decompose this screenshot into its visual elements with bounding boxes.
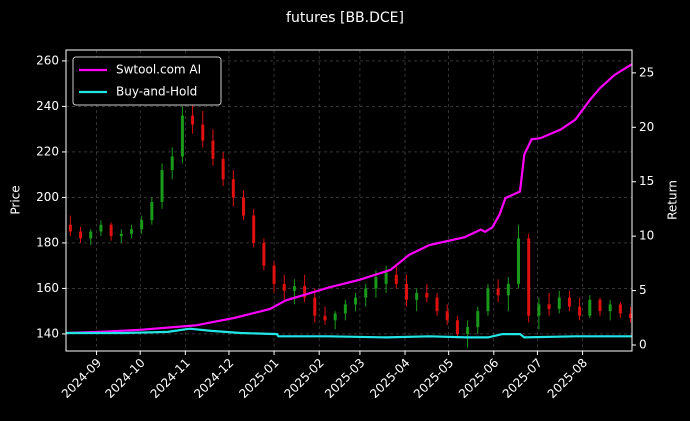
y-tick-label: 140 (36, 326, 59, 340)
candle-body (272, 265, 276, 284)
candle-body (394, 274, 398, 284)
x-tick-label: 2025-06 (456, 356, 501, 401)
return-line (66, 327, 632, 339)
candle-body (99, 224, 103, 232)
candle-body (557, 297, 561, 309)
candle-body (404, 283, 408, 300)
legend: Swtool.com AI Buy-and-Hold (72, 56, 222, 106)
candle-body (588, 299, 592, 316)
candle-body (547, 304, 551, 309)
candle-body (180, 115, 184, 157)
candle-body (578, 306, 582, 316)
return-line (65, 63, 633, 335)
candle-body (629, 313, 633, 319)
x-tick-label: 2025-03 (322, 356, 367, 401)
candle-body (343, 304, 347, 314)
x-tick-label: 2025-01 (236, 356, 281, 401)
plot-frame (65, 49, 633, 352)
y-tick-label: 260 (36, 53, 59, 67)
candle-body (445, 311, 449, 321)
x-tick-label: 2025-08 (545, 356, 590, 401)
candle-body (313, 297, 317, 316)
y-tick-label: 180 (36, 235, 59, 249)
y2-tick-label: 10 (639, 229, 654, 243)
candle-body (415, 292, 419, 300)
x-tick-label: 2025-02 (281, 356, 326, 401)
candle-body (191, 115, 195, 125)
x-tick-label: 2025-04 (367, 356, 412, 401)
candle-body (435, 297, 439, 312)
candle-body (262, 242, 266, 266)
x-tick-label: 2024-09 (59, 356, 104, 401)
x-tick-label: 2024-11 (148, 356, 193, 401)
legend-label: Swtool.com AI (116, 63, 201, 77)
legend-label: Buy-and-Hold (116, 85, 197, 99)
candle-body (231, 179, 235, 198)
candle-body (384, 272, 388, 284)
y-tick-label: 220 (36, 144, 59, 158)
candle-body (140, 220, 144, 230)
candle-body (333, 313, 337, 321)
x-tick-label: 2025-05 (411, 356, 456, 401)
candle-body (323, 315, 327, 321)
candle-body (598, 299, 602, 312)
candle-body (242, 197, 246, 216)
candle-body (119, 233, 123, 237)
candle-body (303, 286, 307, 298)
candle-body (455, 320, 459, 334)
candle-body (517, 238, 521, 284)
candle-body (466, 327, 470, 334)
candle-body (486, 288, 490, 312)
candle-body (354, 297, 358, 305)
y-tick-label: 240 (36, 99, 59, 113)
candle-body (364, 288, 368, 298)
y2-tick-label: 0 (639, 338, 647, 352)
x-tick-label: 2025-07 (500, 356, 545, 401)
y2-tick-label: 15 (639, 174, 654, 188)
candle-body (506, 283, 510, 296)
candle-body (221, 158, 225, 180)
candle-body (496, 288, 500, 296)
candle-body (109, 224, 113, 237)
candle-body (567, 297, 571, 307)
y2-axis-label: Return (666, 180, 680, 220)
y-tick-label: 200 (36, 190, 59, 204)
candle-body (68, 224, 72, 232)
y-axis-label: Price (9, 185, 23, 214)
candle-body (292, 286, 296, 291)
candle-body (282, 283, 286, 291)
x-tick-label: 2024-10 (102, 356, 147, 401)
candle-body (89, 231, 93, 239)
candle-body (374, 277, 378, 289)
candle-body (211, 140, 215, 159)
legend-box (72, 56, 222, 106)
candle-body (252, 215, 256, 243)
candle-body (129, 229, 133, 234)
y2-tick-label: 20 (639, 120, 654, 134)
candle-body (527, 238, 531, 316)
chart-title: futures [BB.DCE] (286, 10, 404, 26)
y2-tick-label: 25 (639, 65, 654, 79)
candle-body (476, 311, 480, 328)
candle-body (618, 304, 622, 314)
candle-body (608, 304, 612, 312)
candle-body (150, 201, 154, 221)
candle-body (160, 170, 164, 202)
y-tick-label: 160 (36, 281, 59, 295)
y2-tick-label: 5 (639, 283, 647, 297)
candle-body (537, 304, 541, 316)
candle-body (170, 156, 174, 171)
x-tick-label: 2024-12 (191, 356, 236, 401)
candle-body (79, 231, 83, 239)
candle-body (201, 124, 205, 141)
candle-body (425, 292, 429, 298)
